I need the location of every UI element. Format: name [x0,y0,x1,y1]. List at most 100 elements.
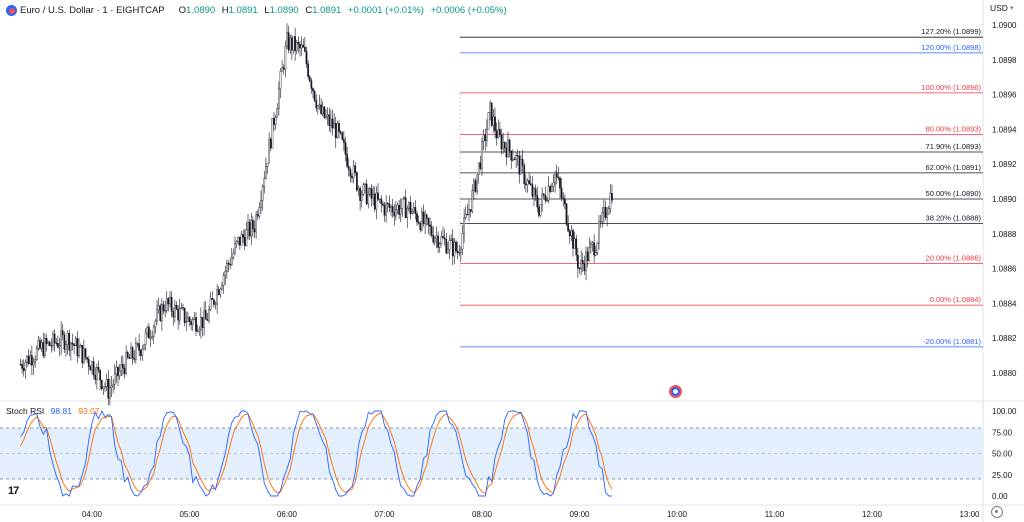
candle-body [334,123,337,139]
time-tick-label: 10:00 [667,510,688,519]
candle-body [224,270,227,276]
price-tick-label: 1.0888 [992,230,1017,239]
candle-body [495,130,498,139]
candle-body [55,342,58,344]
candle-body [237,236,240,242]
candle-body [554,172,556,184]
candle-body [279,71,282,90]
candle-body [299,44,301,49]
time-tick-label: 07:00 [374,510,395,519]
close-label: C [305,4,313,16]
candle-body [156,309,158,322]
candle-body [484,134,487,141]
candle-body [393,211,396,217]
candle-body [369,188,371,195]
candle-body [357,188,360,191]
candle-body [425,214,428,219]
candle-body [367,194,370,205]
candle-body [356,172,358,191]
stoch-rsi-k-line [20,409,612,497]
time-axis[interactable]: 04:00 05:00 06:00 07:00 08:00 09:00 10:00 11:00… [82,510,980,519]
candle-body [29,355,32,364]
candle-body [450,238,452,241]
candle-body [555,172,558,178]
fibonacci-retracement[interactable]: 127.20% (1.0899) 120.00% (1.0898) 100.00% … [459,27,983,348]
candle-body [510,150,513,161]
candle-body [429,224,431,227]
candle-body [479,162,482,169]
candle-body [406,208,409,219]
candle-body [312,88,314,92]
chart-settings-gear-icon[interactable] [991,506,1003,518]
price-scale[interactable]: 1.0900 1.0898 1.0896 1.0894 1.0892 1.0890 1.08… [992,21,1017,378]
candle-body [71,342,74,345]
candle-body [333,123,335,129]
candle-body [321,106,324,114]
high-value: 1.0891 [228,4,258,16]
candle-body [242,234,244,238]
candle-body [469,209,472,212]
candle-body [346,154,348,167]
candle-body [494,116,496,131]
ohlc-values: O1.0890 H1.0891 L1.0890 C1.0891 +0.0001 … [175,5,507,16]
candle-body [175,305,178,310]
stoch-rsi-legend[interactable]: Stoch RSI 98.81 93.07 [6,406,100,416]
candle-body [596,242,599,253]
candle-body [219,288,222,295]
candle-body [83,348,85,363]
candle-body [487,112,490,130]
candle-body [417,221,420,224]
candle-body [559,178,561,189]
candle-body [187,317,189,322]
candle-body [198,329,201,332]
candle-body [570,230,573,237]
candle-body [414,207,417,214]
candle-body [383,204,386,216]
candle-body [253,228,256,233]
fib-level-label: 80.00% (1.0893) [926,125,982,134]
candle-body [217,289,220,295]
economic-event-flag-icon[interactable] [669,385,682,398]
candle-body [35,348,38,360]
candle-body [603,207,605,213]
candle-body [601,212,604,222]
candle-body [230,257,233,266]
candle-body [339,131,342,134]
currency-selector[interactable]: USD ▾ [990,3,1013,13]
candle-body [539,204,542,216]
candle-body [359,188,361,201]
candle-body [580,260,582,270]
candle-body [200,317,202,330]
stoch-rsi-scale[interactable]: 100.00 75.00 50.00 25.00 0.00 [992,407,1017,501]
tradingview-logo-icon[interactable]: 17 [8,485,19,497]
symbol-title[interactable]: Euro / U.S. Dollar · 1 · EIGHTCAP [20,4,165,16]
candle-body [284,46,287,70]
candle-body [318,104,321,106]
candle-body [490,102,493,126]
candle-body [455,241,457,252]
candle-body [526,180,529,186]
candle-body [577,254,579,269]
candle-body [135,343,137,360]
candle-body [297,41,300,45]
candle-body [552,182,555,187]
candle-body [395,209,397,217]
currency-pair-icon[interactable] [6,4,17,16]
candle-body [148,326,150,339]
candle-body [61,330,64,335]
candle-body [232,252,235,258]
candle-body [544,195,547,201]
candle-body [349,169,352,177]
candle-body [292,36,295,51]
candle-body [492,116,495,126]
candle-body [139,350,142,356]
candle-body [169,297,171,305]
stoch-rsi-name: Stoch RSI [6,406,45,416]
candle-body [364,183,366,186]
candle-body [89,366,92,371]
price-tick-label: 1.0880 [992,369,1017,378]
candle-body [325,115,327,118]
candle-body [48,341,51,346]
